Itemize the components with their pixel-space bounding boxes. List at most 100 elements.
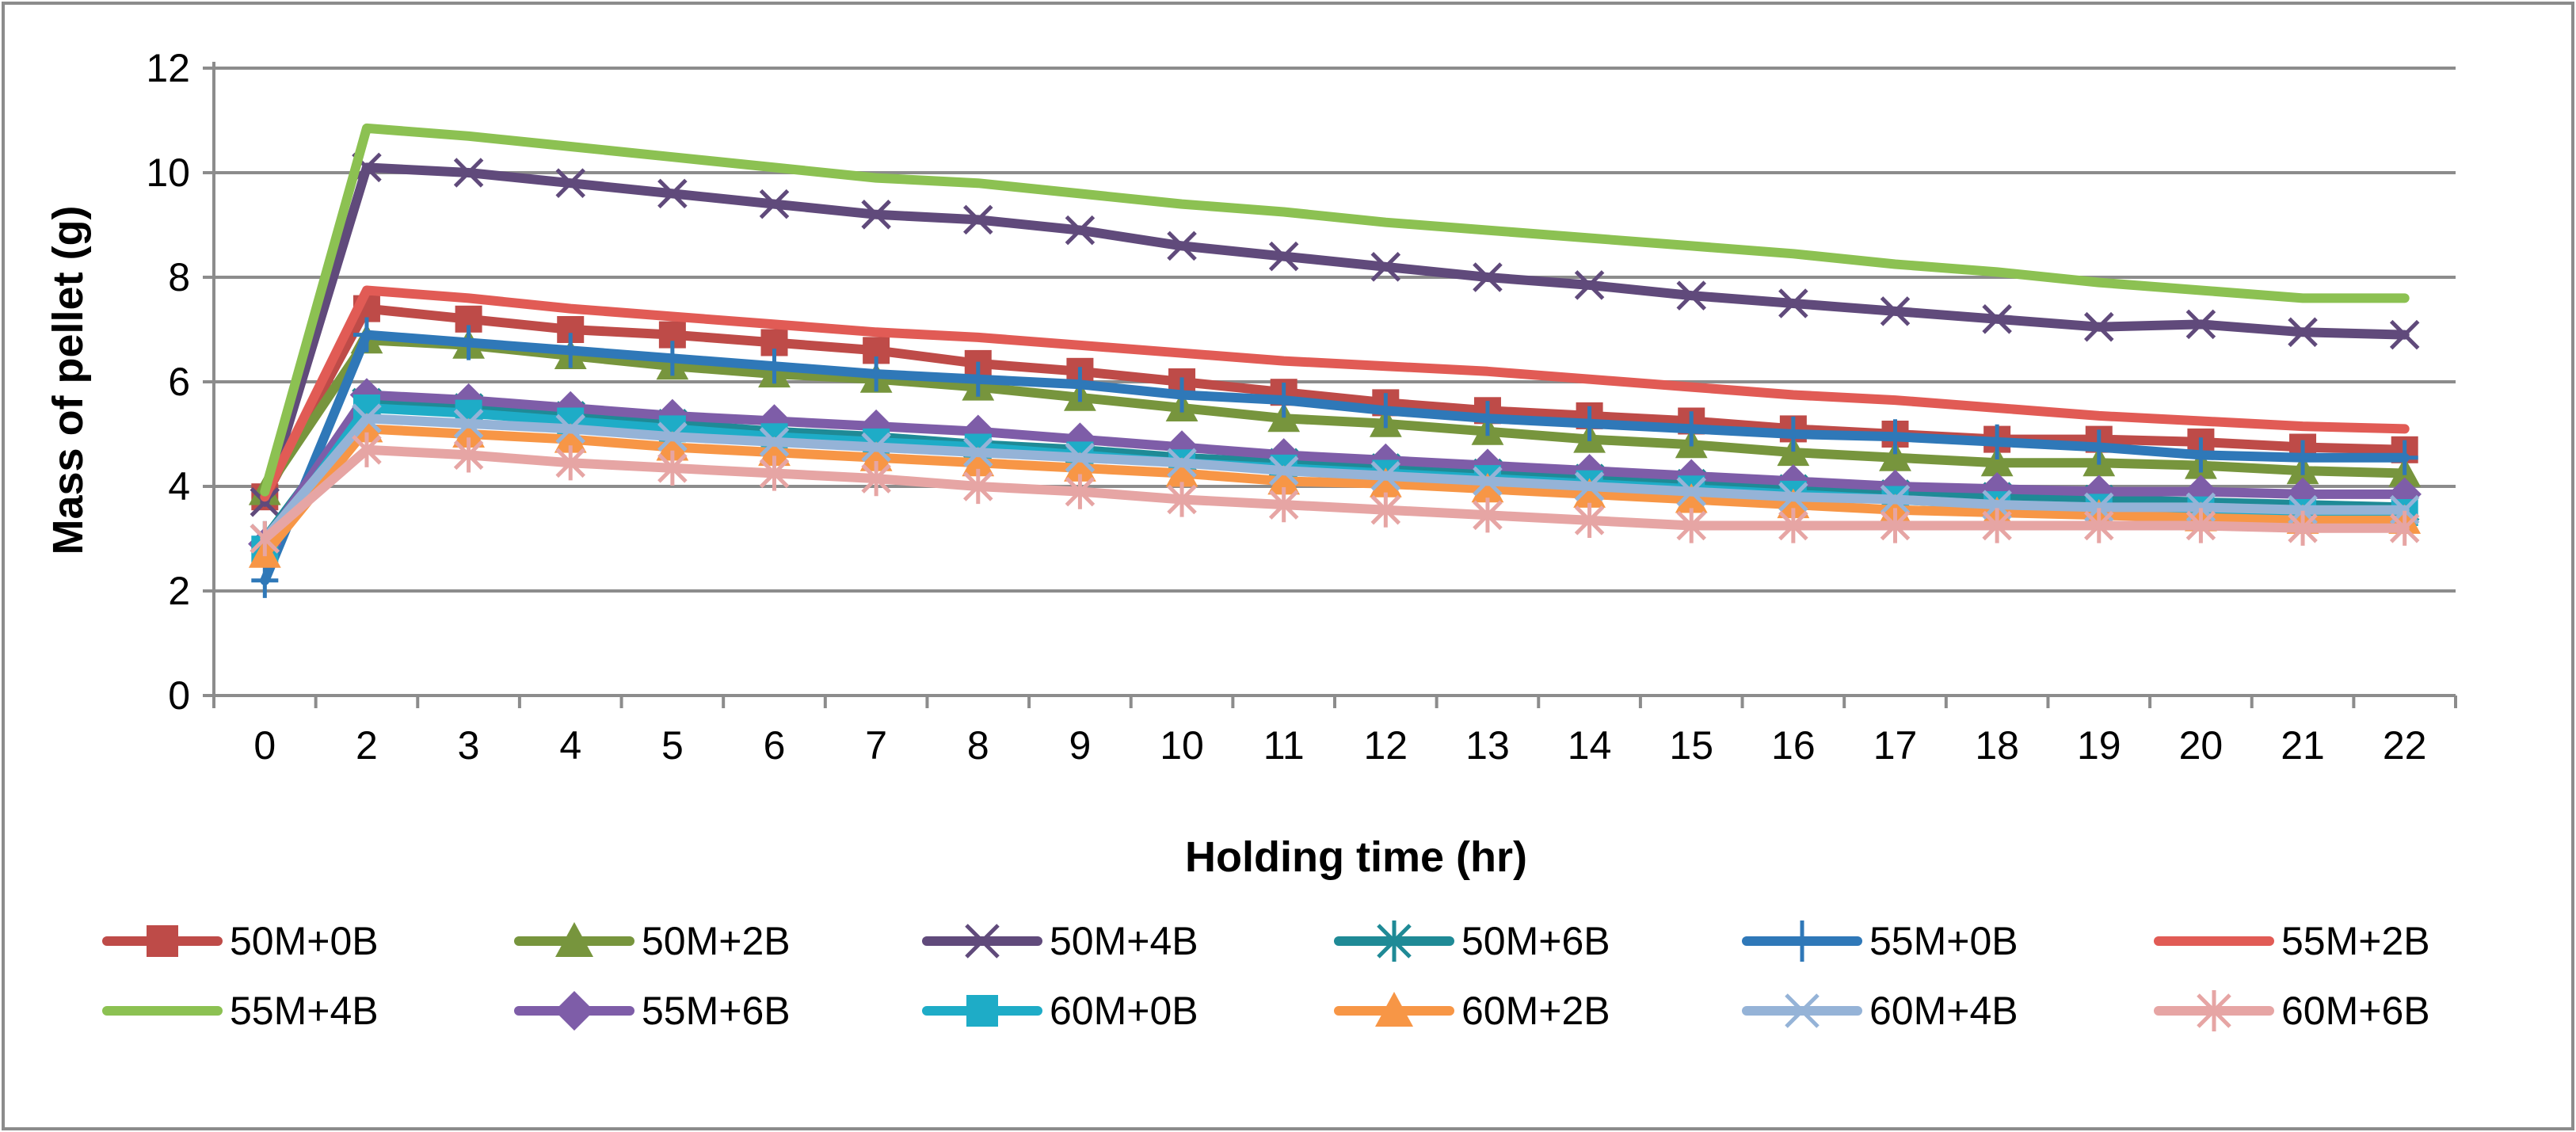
x-tick-label: 2: [356, 723, 378, 768]
legend-item[interactable]: 50M+2B: [514, 919, 791, 963]
data-point: [1065, 442, 1096, 473]
y-axis-title: Mass of pellet (g): [44, 205, 92, 555]
data-point: [2187, 437, 2215, 473]
data-point: [759, 455, 790, 491]
series-line: [260, 414, 2410, 543]
x-tick-label: 11: [1263, 723, 1305, 768]
data-point: [453, 158, 484, 188]
data-point: [1268, 455, 1299, 486]
y-tick-label: 10: [146, 151, 190, 195]
data-point: [1778, 288, 1808, 318]
data-point: [963, 204, 993, 235]
data-point: [965, 924, 1000, 959]
series-55M+2B: [260, 285, 2410, 502]
data-point: [1473, 262, 1503, 292]
data-point: [2288, 510, 2318, 546]
data-point: [1678, 411, 1705, 447]
data-point: [1881, 419, 1909, 455]
data-point: [657, 450, 688, 486]
legend-item[interactable]: 60M+4B: [1742, 989, 2018, 1033]
data-point: [1982, 304, 2012, 334]
data-point: [453, 437, 484, 473]
data-point: [1675, 483, 1708, 513]
data-point: [1369, 467, 1402, 497]
y-tick-label: 0: [168, 673, 190, 718]
series-line: [260, 162, 2410, 507]
data-point: [250, 520, 280, 557]
series-line: [260, 335, 2410, 497]
x-tick-label: 12: [1364, 723, 1408, 768]
data-point: [2085, 429, 2113, 465]
legend-item[interactable]: 60M+0B: [922, 989, 1198, 1033]
data-point: [1471, 472, 1504, 503]
data-point: [1268, 241, 1299, 272]
data-point: [2389, 510, 2420, 546]
data-point: [966, 995, 998, 1027]
legend-item[interactable]: 55M+4B: [102, 989, 379, 1033]
x-tick-label: 14: [1568, 723, 1612, 768]
data-point: [1573, 478, 1606, 508]
data-point: [1270, 383, 1298, 418]
data-point: [1879, 441, 1911, 471]
legend-label: 50M+4B: [1050, 919, 1198, 963]
data-point: [555, 922, 593, 957]
data-point: [1982, 490, 2012, 520]
x-tick-label: 5: [661, 723, 684, 768]
legend-item[interactable]: 60M+6B: [2154, 989, 2430, 1033]
legend-label: 50M+0B: [230, 919, 379, 963]
data-point: [1676, 508, 1706, 543]
data-point: [452, 417, 485, 448]
data-point: [1574, 471, 1605, 501]
series-line: [260, 390, 2410, 549]
data-point: [557, 333, 585, 368]
legend-label: 55M+2B: [2281, 919, 2430, 963]
legend-label: 60M+4B: [1869, 989, 2018, 1033]
data-point: [1268, 487, 1299, 523]
y-tick-label: 6: [168, 360, 190, 404]
legend-item[interactable]: 55M+2B: [2154, 919, 2430, 963]
data-point: [657, 178, 688, 209]
legend-item[interactable]: 50M+0B: [102, 919, 379, 963]
data-point: [2185, 309, 2216, 340]
data-point: [2197, 990, 2231, 1031]
data-point: [962, 446, 995, 477]
series-50M+0B: [251, 295, 2418, 511]
data-point: [1983, 424, 2011, 459]
x-tick-label: 18: [1975, 723, 2019, 768]
series-line: [260, 444, 2410, 543]
legend[interactable]: 50M+0B 50M+2B 50M+4B 50M+6B 55M+0B 55M+2B 55M+…: [102, 919, 2430, 1033]
x-tick-label: 22: [2383, 723, 2427, 768]
data-point: [1880, 508, 1911, 543]
data-point: [2289, 440, 2317, 475]
legend-item[interactable]: 50M+6B: [1334, 919, 1610, 963]
data-point: [1676, 476, 1706, 507]
legend-item[interactable]: 60M+2B: [1334, 989, 1610, 1033]
data-point: [455, 325, 482, 360]
data-point: [1375, 992, 1413, 1027]
legend-item[interactable]: 55M+6B: [514, 989, 791, 1033]
y-tick-labels: 0 2 4 6 8 10 12: [146, 46, 190, 718]
legend-label: 55M+0B: [1869, 919, 2018, 963]
data-point: [963, 468, 993, 505]
data-point: [1267, 465, 1301, 495]
data-point: [759, 427, 790, 457]
legend-label: 55M+4B: [230, 989, 379, 1033]
x-tick-label: 19: [2077, 723, 2121, 768]
series-line: [260, 285, 2410, 502]
data-point: [1372, 393, 1400, 429]
data-point: [554, 991, 594, 1031]
legend-item[interactable]: 50M+4B: [922, 919, 1198, 963]
series-60M+6B: [250, 432, 2420, 557]
data-point: [1778, 508, 1808, 543]
data-point: [861, 200, 891, 230]
data-point: [1880, 296, 1911, 326]
x-tick-label: 13: [1465, 723, 1510, 768]
series-line: [260, 123, 2410, 497]
data-point: [1065, 215, 1096, 246]
series-lines: [248, 123, 2422, 598]
data-point: [861, 461, 891, 497]
gridlines: [214, 67, 2456, 593]
data-point: [1473, 466, 1503, 497]
legend-item[interactable]: 55M+0B: [1742, 919, 2018, 963]
